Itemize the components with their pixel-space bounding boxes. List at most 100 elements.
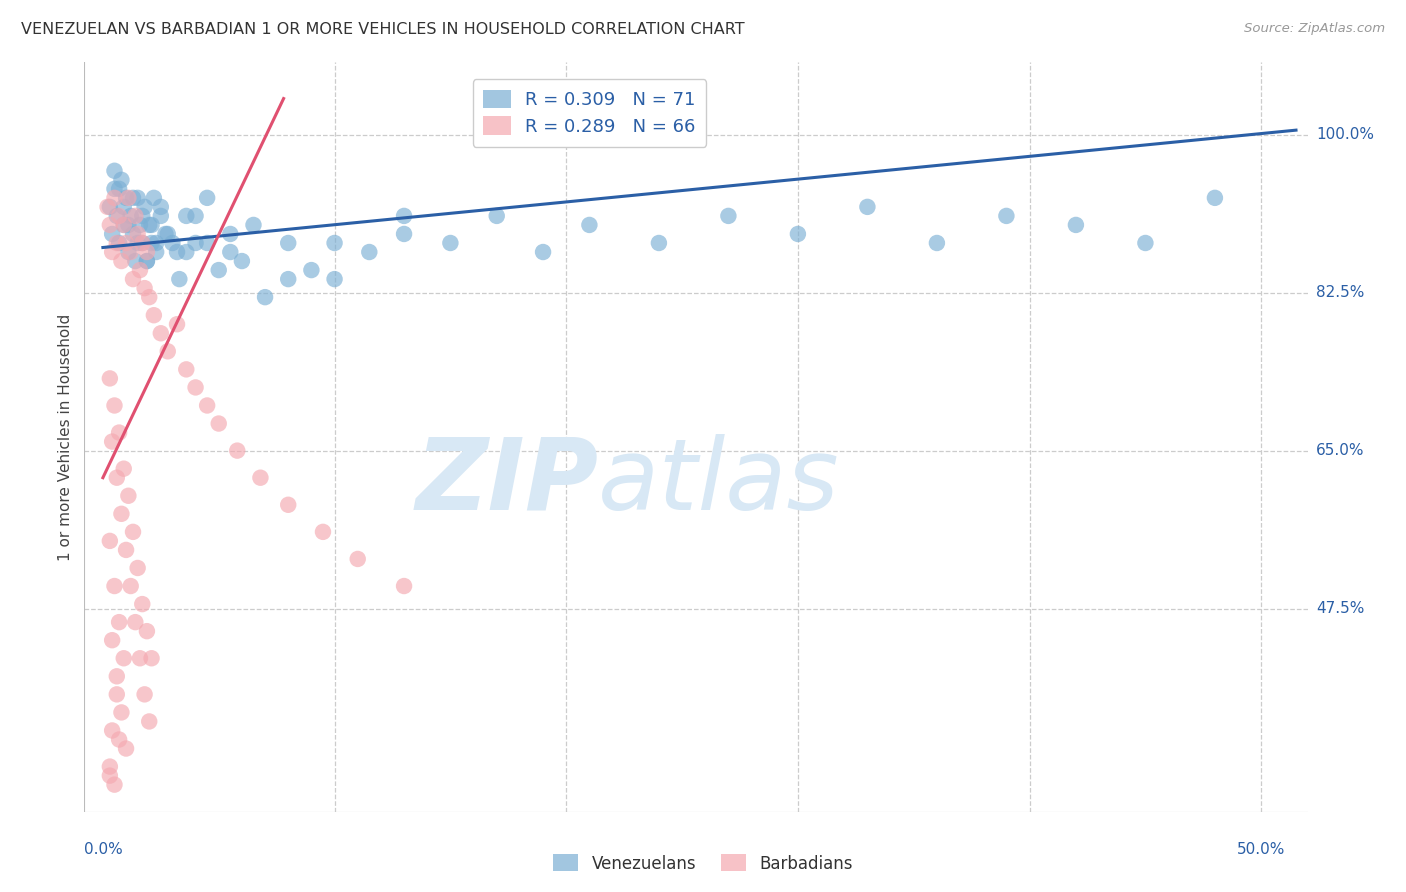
Point <box>184 380 207 394</box>
Point <box>174 362 197 376</box>
Point <box>166 317 188 331</box>
Point <box>277 272 299 286</box>
Point <box>105 235 128 250</box>
Point <box>156 227 179 241</box>
Point <box>110 507 132 521</box>
Point <box>141 651 163 665</box>
Point <box>138 290 160 304</box>
Text: 47.5%: 47.5% <box>1316 601 1364 616</box>
Point <box>135 245 157 260</box>
Point <box>120 245 142 260</box>
Point <box>184 235 207 250</box>
Point <box>98 759 121 773</box>
Point <box>578 218 600 232</box>
Point <box>231 254 253 268</box>
Point <box>122 272 145 286</box>
Point <box>98 533 121 548</box>
Point <box>925 235 948 250</box>
Point <box>277 235 299 250</box>
Point <box>103 163 125 178</box>
Text: 65.0%: 65.0% <box>1316 443 1364 458</box>
Point <box>105 687 128 701</box>
Point <box>142 191 165 205</box>
Point <box>219 227 242 241</box>
Point <box>346 552 368 566</box>
Point <box>138 218 160 232</box>
Point <box>98 769 121 783</box>
Point <box>103 182 125 196</box>
Point <box>149 200 172 214</box>
Point <box>323 272 346 286</box>
Point <box>117 489 139 503</box>
Point <box>110 254 132 268</box>
Point <box>117 191 139 205</box>
Text: 82.5%: 82.5% <box>1316 285 1364 300</box>
Point <box>208 263 231 277</box>
Point <box>142 308 165 322</box>
Point <box>112 218 135 232</box>
Point <box>127 235 149 250</box>
Point <box>717 209 740 223</box>
Point <box>98 218 121 232</box>
Point <box>103 778 125 792</box>
Point <box>174 209 197 223</box>
Point <box>162 235 184 250</box>
Point <box>108 732 131 747</box>
Point <box>112 651 135 665</box>
Point <box>392 227 415 241</box>
Point <box>392 209 415 223</box>
Point <box>219 245 242 260</box>
Point <box>127 227 149 241</box>
Point <box>312 524 335 539</box>
Point <box>134 687 156 701</box>
Point <box>108 235 131 250</box>
Point <box>115 543 138 558</box>
Point <box>108 209 131 223</box>
Text: atlas: atlas <box>598 434 839 531</box>
Point <box>112 461 135 475</box>
Point <box>323 235 346 250</box>
Point <box>117 245 139 260</box>
Point <box>156 344 179 359</box>
Point <box>105 669 128 683</box>
Point <box>108 425 131 440</box>
Point <box>122 524 145 539</box>
Point <box>129 218 152 232</box>
Point <box>169 272 191 286</box>
Point <box>531 245 554 260</box>
Point <box>787 227 810 241</box>
Point <box>249 471 271 485</box>
Point <box>115 235 138 250</box>
Point <box>115 191 138 205</box>
Point <box>174 245 197 260</box>
Point <box>110 173 132 187</box>
Point <box>131 209 153 223</box>
Point <box>995 209 1018 223</box>
Point <box>129 263 152 277</box>
Point <box>120 209 142 223</box>
Point <box>277 498 299 512</box>
Point <box>127 191 149 205</box>
Point <box>149 326 172 341</box>
Point <box>134 200 156 214</box>
Point <box>96 200 118 214</box>
Point <box>117 218 139 232</box>
Point <box>1204 191 1226 205</box>
Point <box>135 254 157 268</box>
Point <box>195 191 218 205</box>
Point <box>134 281 156 295</box>
Point <box>105 209 128 223</box>
Text: VENEZUELAN VS BARBADIAN 1 OR MORE VEHICLES IN HOUSEHOLD CORRELATION CHART: VENEZUELAN VS BARBADIAN 1 OR MORE VEHICL… <box>21 22 745 37</box>
Point <box>145 245 167 260</box>
Point <box>108 615 131 629</box>
Point <box>98 371 121 385</box>
Point <box>105 471 128 485</box>
Point <box>101 227 124 241</box>
Point <box>120 579 142 593</box>
Point <box>141 235 163 250</box>
Point <box>112 218 135 232</box>
Point <box>98 200 121 214</box>
Point <box>135 254 157 268</box>
Point <box>149 209 172 223</box>
Point <box>131 235 153 250</box>
